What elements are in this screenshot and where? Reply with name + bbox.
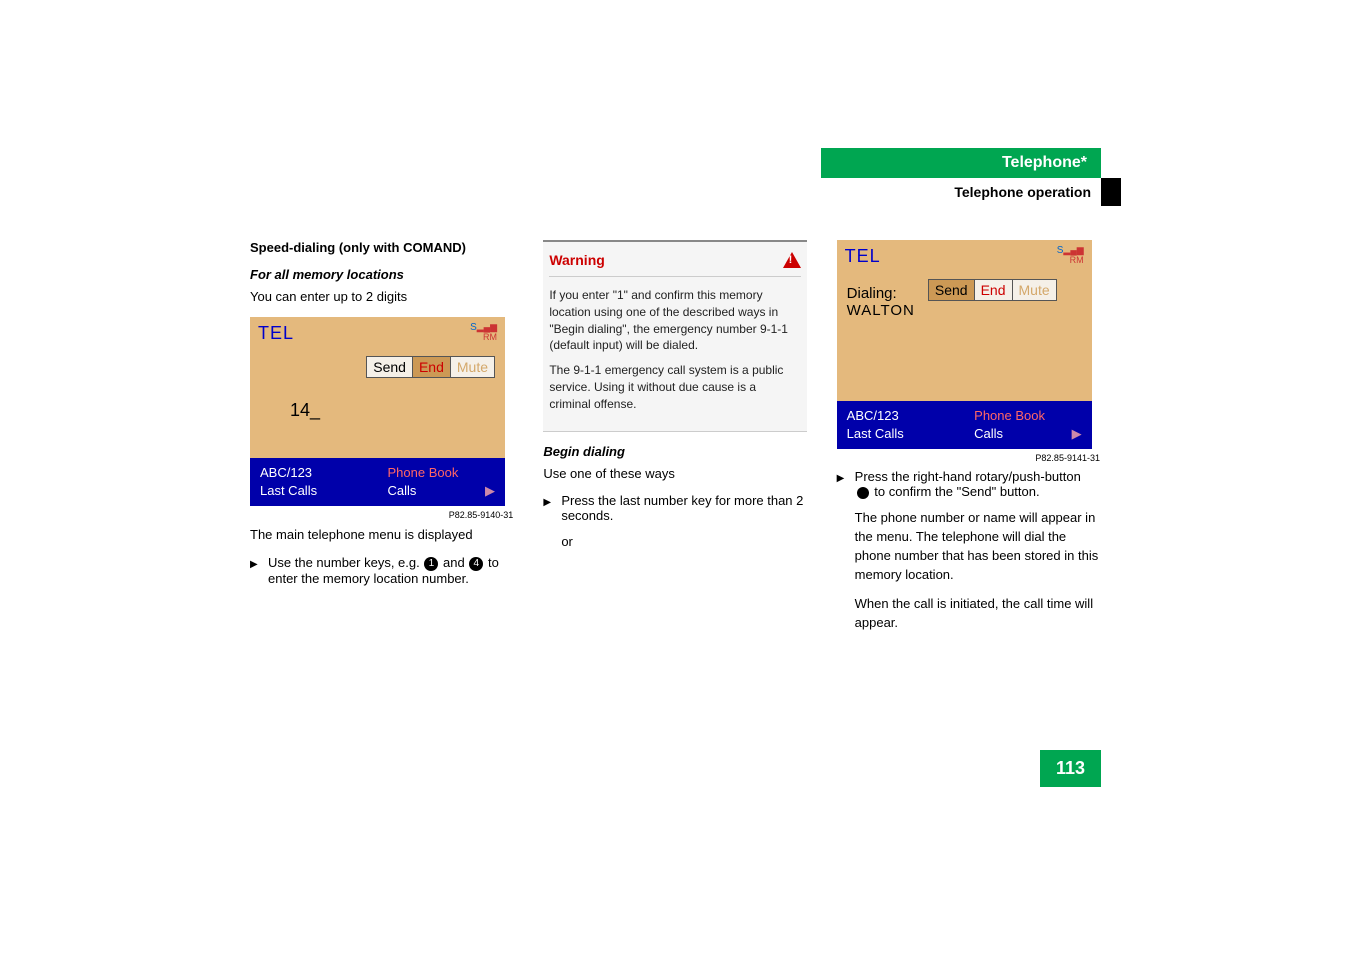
bottom-right-cell[interactable]: Phone Book Calls ▶ [378,458,506,506]
tel-label: TEL [258,323,294,344]
chapter-title: Telephone* [821,148,1101,178]
image-ref-1: P82.85-9140-31 [250,510,513,520]
warning-triangle-icon [783,252,801,268]
triangle-bullet-icon [837,469,847,499]
signal-icon: S▂▄▆ RM [470,323,497,342]
warning-header: Warning [549,252,800,277]
warning-title: Warning [549,252,604,268]
tel-bottom-menu: ABC/123 Last Calls Phone Book Calls ▶ [837,401,1092,449]
end-button[interactable]: End [974,279,1013,301]
right-arrow-icon: ▶ [1072,425,1082,443]
section-title: Telephone operation [821,178,1101,206]
header-tab-marker [1101,178,1121,206]
page-number: 113 [1040,750,1101,787]
warning-text-1: If you enter "1" and confirm this memory… [549,287,800,354]
dialing-name: WALTON [847,302,915,319]
tel-button-row: SendEndMute [929,279,1057,393]
bottom-right-cell[interactable]: Phone Book Calls ▶ [964,401,1092,449]
dialing-label: Dialing: [847,285,915,302]
after-image-text: The main telephone menu is displayed [250,526,513,545]
begin-intro: Use one of these ways [543,465,806,484]
number-entry: 14_ [290,400,495,421]
column-1: Speed-dialing (only with COMAND) For all… [250,240,513,642]
tel-label: TEL [845,246,881,267]
triangle-bullet-icon [543,493,553,523]
tel-body: SendEndMute 14_ [250,348,505,458]
mute-button[interactable]: Mute [1012,279,1057,301]
tel-body: Dialing: WALTON SendEndMute [837,271,1092,401]
page-body: Speed-dialing (only with COMAND) For all… [250,240,1100,642]
signal-icon: S▂▄▆ RM [1057,246,1084,265]
begin-dialing-heading: Begin dialing [543,444,806,459]
tel-top-row: TEL S▂▄▆ RM [250,317,505,348]
instruction-bullet-3: Press the right-hand rotary/push-button … [837,469,1100,499]
column-2: Warning If you enter "1" and confirm thi… [543,240,806,642]
tel-screen-1: TEL S▂▄▆ RM SendEndMute 14_ ABC/123 Last… [250,317,505,506]
intro-text: You can enter up to 2 digits [250,288,513,307]
result-text-1: The phone number or name will appear in … [855,509,1100,584]
key-1-icon: 1 [424,557,438,571]
column-3: TEL S▂▄▆ RM Dialing: WALTON SendEndMute … [837,240,1100,642]
tel-button-row: SendEndMute [260,356,495,378]
speed-dial-heading: Speed-dialing (only with COMAND) [250,240,513,255]
warning-box: Warning If you enter "1" and confirm thi… [543,240,806,432]
memory-subheading: For all memory locations [250,267,513,282]
key-4-icon: 4 [469,557,483,571]
instruction-bullet-1: Use the number keys, e.g. 1 and 4 to ent… [250,555,513,586]
right-arrow-icon: ▶ [485,482,495,500]
tel-screen-2: TEL S▂▄▆ RM Dialing: WALTON SendEndMute … [837,240,1092,449]
rotary-button-icon [857,487,869,499]
bottom-left-cell[interactable]: ABC/123 Last Calls [250,458,378,506]
triangle-bullet-icon [250,555,260,586]
tel-bottom-menu: ABC/123 Last Calls Phone Book Calls ▶ [250,458,505,506]
send-button[interactable]: Send [366,356,413,378]
end-button[interactable]: End [412,356,451,378]
tel-top-row: TEL S▂▄▆ RM [837,240,1092,271]
result-text-2: When the call is initiated, the call tim… [855,595,1100,633]
or-text: or [561,533,806,552]
image-ref-2: P82.85-9141-31 [837,453,1100,463]
warning-text-2: The 9-1-1 emergency call system is a pub… [549,362,800,412]
bottom-left-cell[interactable]: ABC/123 Last Calls [837,401,965,449]
send-button[interactable]: Send [928,279,975,301]
instruction-bullet-2: Press the last number key for more than … [543,493,806,523]
mute-button[interactable]: Mute [450,356,495,378]
chapter-header: Telephone* Telephone operation [821,148,1101,206]
